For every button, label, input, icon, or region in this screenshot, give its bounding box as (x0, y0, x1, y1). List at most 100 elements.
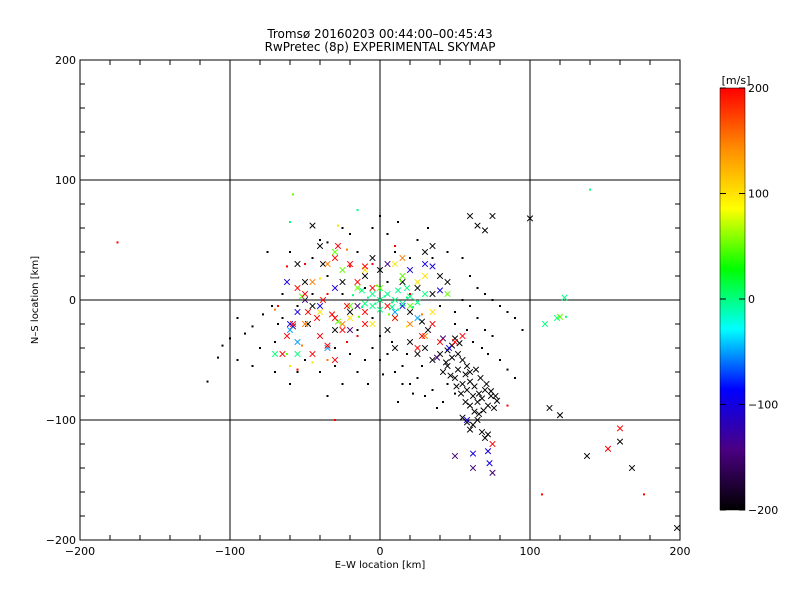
dot-point (643, 493, 645, 496)
cross-point (391, 260, 399, 268)
cross-point (459, 380, 466, 388)
cross-point (447, 372, 454, 379)
cross-point (429, 263, 436, 270)
y-tick-label: −200 (46, 534, 76, 547)
dot-point (401, 383, 404, 385)
dot-point (491, 335, 494, 337)
dot-point (334, 419, 336, 421)
cross-point (628, 464, 636, 472)
cross-point (421, 332, 429, 340)
cross-point (346, 308, 354, 316)
colorbar-tick-label: −200 (748, 504, 778, 517)
dot-point (472, 341, 474, 343)
cross-point (459, 332, 466, 340)
cross-point (421, 260, 429, 268)
cross-point (421, 272, 429, 280)
dot-point (401, 365, 404, 367)
cross-point (406, 302, 414, 310)
dot-point (326, 275, 329, 277)
cross-point (319, 296, 327, 304)
cross-point (471, 408, 478, 415)
dot-point (356, 329, 359, 331)
cross-point (481, 386, 489, 394)
cross-point (436, 272, 444, 280)
cross-point (451, 338, 459, 346)
cross-point (316, 308, 324, 316)
dot-point (481, 347, 483, 349)
dot-point (506, 368, 509, 371)
cross-point (414, 350, 421, 358)
dot-point (206, 380, 209, 383)
cross-point (414, 344, 421, 352)
cross-point (391, 344, 399, 352)
cross-point (442, 359, 450, 366)
dot-point (431, 257, 434, 259)
dot-point (454, 311, 456, 313)
dot-point (506, 311, 509, 313)
dot-point (367, 383, 369, 385)
dot-point (349, 233, 351, 235)
cross-point (414, 314, 421, 322)
cross-point (429, 320, 436, 328)
cross-point (361, 272, 369, 280)
dot-point (341, 227, 344, 229)
dot-point (466, 329, 468, 331)
cross-point (369, 284, 376, 292)
chart-title: Tromsø 20160203 00:44:00–00:45:43 (266, 27, 492, 41)
cross-point (399, 300, 406, 307)
y-tick-label: 0 (69, 294, 76, 307)
cross-point (384, 326, 391, 334)
chart-subtitle: RwPretec (8p) EXPERIMENTAL SKYMAP (265, 40, 496, 54)
dot-point (296, 371, 299, 373)
dot-point (487, 353, 489, 355)
cross-point (361, 308, 369, 316)
dot-point (371, 317, 374, 319)
cross-point (478, 395, 486, 402)
cross-point (324, 344, 331, 352)
dot-point (271, 305, 273, 307)
dot-point (394, 371, 396, 373)
cross-point (481, 227, 489, 234)
dot-point (334, 365, 336, 367)
cross-point (478, 428, 486, 436)
cross-point (384, 302, 391, 310)
cross-point (469, 450, 477, 457)
dot-point (286, 265, 288, 268)
cross-point (294, 284, 301, 292)
cross-point (309, 278, 316, 286)
dot-point (301, 344, 303, 347)
cross-point (487, 392, 495, 400)
cross-point (466, 426, 474, 433)
cross-point (483, 380, 490, 388)
cross-point (354, 302, 361, 310)
dot-point (371, 347, 374, 349)
dot-point (394, 251, 396, 253)
cross-point (429, 290, 436, 298)
dot-point (349, 353, 351, 355)
cross-point (444, 362, 451, 370)
dot-point (274, 371, 276, 373)
cross-point (444, 290, 451, 298)
cross-point (489, 212, 496, 220)
y-tick-label: 100 (55, 174, 76, 187)
dot-point (394, 245, 396, 247)
dot-point (421, 313, 423, 316)
dot-point (277, 323, 279, 325)
cross-point (484, 431, 492, 438)
dot-point (514, 317, 516, 319)
dot-point (397, 401, 399, 403)
dot-point (391, 301, 393, 304)
dot-point (274, 341, 276, 343)
dot-point (266, 251, 269, 253)
cross-point (486, 460, 493, 467)
dot-point (388, 313, 390, 316)
cross-point (421, 344, 429, 352)
dot-point (229, 337, 231, 340)
cross-point (354, 284, 361, 292)
dot-point (454, 323, 456, 325)
dot-point (400, 279, 402, 282)
cross-point (462, 398, 469, 406)
dot-point (251, 365, 254, 367)
cross-point (673, 524, 681, 532)
cross-point (309, 350, 316, 358)
